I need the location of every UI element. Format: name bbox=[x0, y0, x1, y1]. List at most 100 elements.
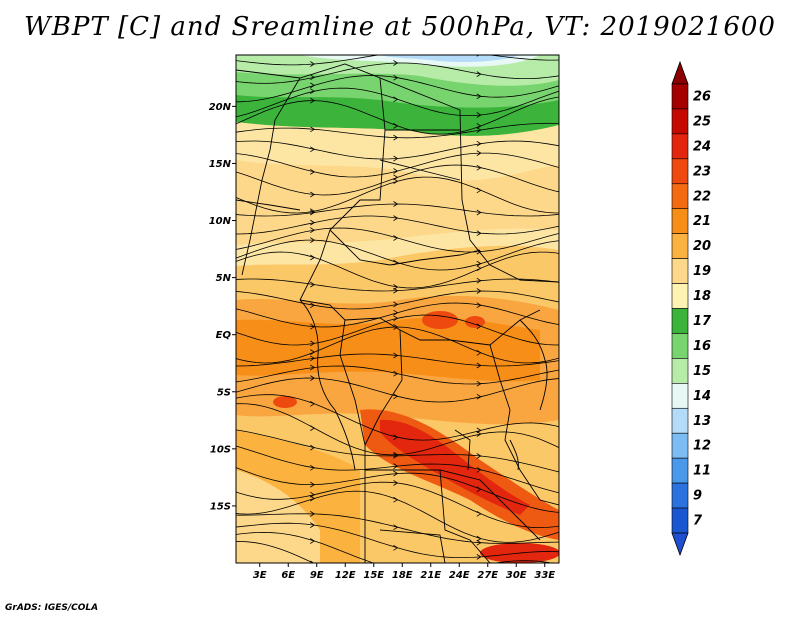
streamline-arrow bbox=[393, 496, 399, 503]
streamline-arrow bbox=[310, 61, 316, 67]
grads-credit: GrADS: IGES/COLA bbox=[5, 603, 99, 613]
colorbar-label: 21 bbox=[693, 214, 711, 229]
streamline-arrow bbox=[393, 201, 399, 207]
streamline-arrow bbox=[393, 393, 399, 400]
streamline-arrow bbox=[393, 463, 399, 469]
lon-label: 6E bbox=[281, 570, 295, 581]
colorbar-label: 14 bbox=[693, 389, 711, 404]
streamline-arrow bbox=[393, 451, 399, 458]
streamline-arrow bbox=[476, 164, 482, 171]
colorbar-swatch bbox=[671, 358, 689, 384]
lon-label: 18E bbox=[392, 570, 413, 581]
streamline-arrow bbox=[476, 150, 482, 156]
streamline-arrow bbox=[310, 88, 316, 95]
streamline-arrow bbox=[476, 349, 482, 356]
streamline-arrow bbox=[476, 453, 482, 459]
colorbar-swatch bbox=[671, 383, 689, 409]
streamline-arrow bbox=[310, 400, 316, 407]
streamline-arrow bbox=[310, 495, 316, 502]
streamline-arrow bbox=[393, 524, 399, 531]
colorbar-swatch bbox=[671, 482, 689, 509]
lon-label: 27E bbox=[477, 570, 498, 581]
streamline-arrow bbox=[393, 215, 399, 221]
streamline bbox=[236, 540, 315, 563]
streamline-arrow bbox=[393, 544, 399, 551]
streamline-arrow bbox=[476, 127, 482, 133]
streamline-arrow bbox=[393, 55, 395, 56]
streamline-arrow bbox=[310, 522, 316, 528]
streamline-arrow bbox=[310, 254, 316, 261]
streamline-arrow bbox=[476, 431, 482, 437]
streamline-arrow bbox=[310, 364, 316, 371]
map-title: WBPT [C] and Sreamline at 500hPa, VT: 20… bbox=[24, 12, 776, 42]
streamline-arrow bbox=[393, 315, 399, 322]
streamline-arrow bbox=[476, 539, 482, 546]
lat-label: EQ bbox=[216, 330, 232, 341]
streamline bbox=[236, 55, 559, 66]
colorbar-label: 25 bbox=[693, 114, 711, 129]
longitude-axis: 3E 6E 9E 12E 15E 18E 21E 24E 27E 30E 33E bbox=[253, 563, 555, 581]
streamline-arrow bbox=[393, 324, 399, 330]
streamline-arrow bbox=[394, 584, 398, 589]
streamline-arrow bbox=[310, 511, 316, 517]
colorbar-swatch bbox=[671, 507, 689, 534]
lat-label: 15N bbox=[209, 159, 232, 170]
streamline-arrow bbox=[393, 287, 399, 294]
streamline-arrow bbox=[393, 74, 399, 81]
streamline-arrow bbox=[310, 227, 316, 233]
colorbar-label: 18 bbox=[693, 289, 711, 304]
streamline-arrow bbox=[393, 470, 399, 477]
streamline-arrow bbox=[310, 481, 316, 488]
streamline-arrow bbox=[310, 375, 316, 381]
streamline-arrow bbox=[310, 237, 316, 243]
streamline-arrow bbox=[476, 265, 482, 272]
colorbar-label: 22 bbox=[693, 189, 711, 204]
streamline-arrow bbox=[476, 209, 482, 216]
lat-label: 10N bbox=[209, 216, 232, 227]
streamline-arrow bbox=[393, 155, 399, 162]
lon-label: 3E bbox=[253, 570, 267, 581]
streamline-arrow bbox=[310, 191, 316, 198]
latitude-axis: 20N 15N 10N 5N EQ 5S 10S 15S bbox=[209, 102, 236, 512]
streamline-arrow bbox=[476, 535, 482, 542]
lon-label: 21E bbox=[420, 570, 441, 581]
wbpt-shading bbox=[236, 55, 559, 563]
streamline-arrow bbox=[476, 466, 482, 473]
streamline-arrow bbox=[310, 425, 316, 431]
streamline-arrow bbox=[476, 510, 482, 517]
streamline-arrow bbox=[393, 235, 399, 241]
colorbar-label: 24 bbox=[693, 139, 711, 154]
streamline-arrow bbox=[310, 219, 316, 226]
streamline-arrow bbox=[476, 230, 482, 237]
streamline-arrow bbox=[476, 277, 482, 284]
streamline-arrow bbox=[310, 355, 316, 362]
streamline-arrow bbox=[476, 187, 482, 194]
colorbar-swatch bbox=[671, 333, 689, 359]
streamline-arrow bbox=[310, 169, 316, 175]
streamline-arrow bbox=[310, 146, 316, 153]
streamline-arrow bbox=[393, 123, 399, 129]
streamline-arrow bbox=[476, 362, 482, 369]
streamline-arrow bbox=[310, 281, 316, 288]
streamline-arrow bbox=[476, 112, 482, 118]
colorbar: 26 25 24 23 22 21 20 19 18 17 16 15 14 13 12 11 9 7 bbox=[671, 60, 712, 557]
streamline-arrow bbox=[393, 434, 399, 441]
colorbar-label: 7 bbox=[693, 514, 703, 529]
colorbar-swatch bbox=[671, 158, 689, 185]
colorbar-swatch bbox=[671, 308, 689, 334]
streamline-arrow bbox=[393, 452, 399, 459]
streamline-arrow bbox=[310, 302, 316, 309]
streamline-arrow bbox=[393, 352, 399, 359]
streamline-arrow bbox=[393, 178, 399, 185]
colorbar-label: 9 bbox=[693, 489, 702, 504]
streamline-arrow bbox=[310, 464, 316, 471]
colorbar-swatch bbox=[671, 407, 689, 434]
streamline-arrow bbox=[310, 560, 315, 563]
colorbar-swatch bbox=[671, 183, 689, 210]
streamline-arrow bbox=[476, 554, 482, 560]
lon-label: 24E bbox=[449, 570, 470, 581]
streamline-arrow bbox=[476, 380, 482, 387]
streamline-arrow bbox=[393, 96, 399, 103]
colorbar-label: 26 bbox=[693, 89, 711, 104]
